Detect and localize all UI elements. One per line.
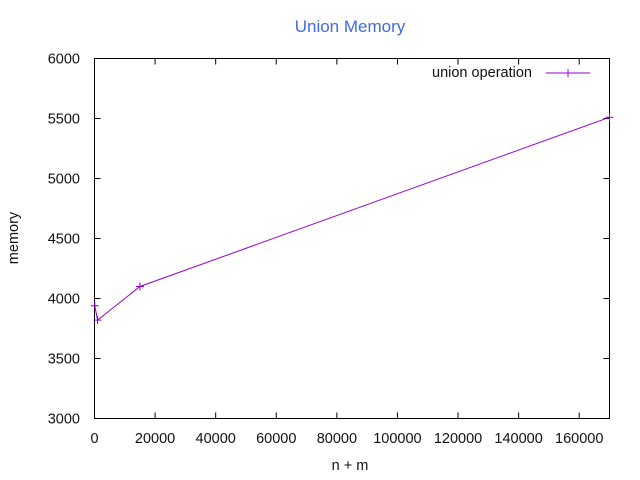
y-tick-label: 3000 — [48, 412, 80, 428]
x-tick-label: 0 — [90, 431, 98, 447]
y-axis-label: memory — [6, 211, 22, 264]
plot-frame — [94, 58, 610, 419]
x-tick-label: 140000 — [494, 431, 542, 447]
x-tick-label: 100000 — [373, 431, 421, 447]
y-tick-label: 4000 — [48, 292, 80, 308]
x-tick-label: 160000 — [555, 431, 603, 447]
legend-marker — [564, 69, 572, 77]
legend: union operation — [432, 65, 590, 81]
series-line — [94, 116, 610, 322]
x-tick-label: 80000 — [317, 431, 357, 447]
y-tick-label: 6000 — [48, 52, 80, 68]
chart-title: Union Memory — [295, 17, 406, 36]
x-tick-label: 120000 — [434, 431, 482, 447]
data-point — [90, 301, 99, 310]
data-point — [135, 282, 144, 291]
y-tick-label: 5500 — [48, 112, 80, 128]
x-tick-label: 60000 — [256, 431, 296, 447]
data-point — [93, 316, 102, 325]
legend-label: union operation — [432, 65, 532, 81]
x-tick-label: 40000 — [196, 431, 236, 447]
x-tick-label: 20000 — [135, 431, 175, 447]
x-axis-label: n + m — [332, 458, 369, 474]
y-tick-label: 3500 — [48, 352, 80, 368]
y-tick-label: 4500 — [48, 232, 80, 248]
y-tick-label: 5000 — [48, 172, 80, 188]
series-layer — [90, 113, 614, 325]
data-point — [605, 113, 614, 122]
legend-marker-plus — [564, 69, 572, 77]
y-axis-ticks: 3000 3500 4000 4500 5000 5500 6000 — [48, 52, 610, 428]
x-axis-ticks: 0 20000 40000 60000 80000 100000 120000 140000 1… — [90, 58, 603, 447]
